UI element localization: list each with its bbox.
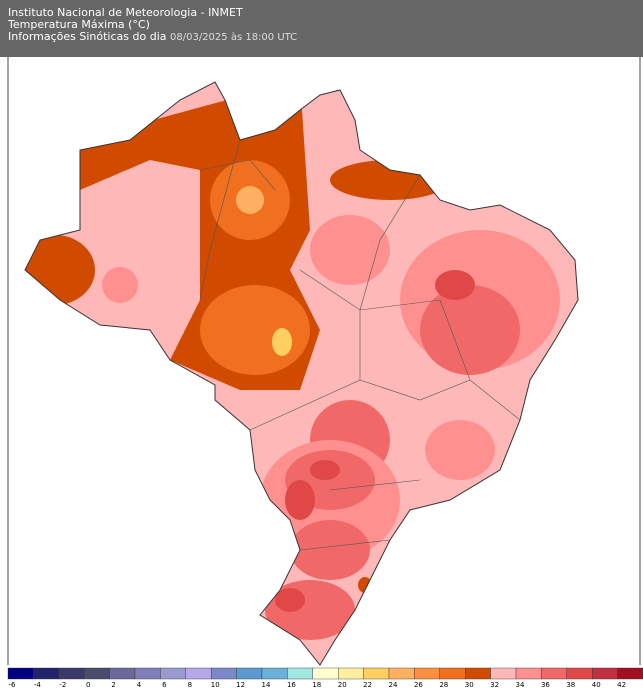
color-box xyxy=(541,668,566,679)
color-box xyxy=(287,668,312,679)
color-box xyxy=(465,668,490,679)
color-box xyxy=(262,668,287,679)
color-box xyxy=(33,668,58,679)
color-box xyxy=(84,668,109,679)
tick-label: 18 xyxy=(312,681,321,688)
color-box xyxy=(237,668,262,679)
tick-label: 10 xyxy=(211,681,220,688)
color-box xyxy=(491,668,516,679)
tick-label: 28 xyxy=(439,681,448,688)
color-box xyxy=(414,668,439,679)
color-box xyxy=(135,668,160,679)
tick-label: 36 xyxy=(541,681,550,688)
tick-label: 14 xyxy=(262,681,271,688)
color-box xyxy=(160,668,185,679)
tick-label: 20 xyxy=(338,681,347,688)
color-box xyxy=(567,668,592,679)
color-box xyxy=(59,668,84,679)
color-box xyxy=(516,668,541,679)
page: Instituto Nacional de Meteorologia - INM… xyxy=(0,0,643,688)
color-box xyxy=(110,668,135,679)
tick-label: 42 xyxy=(617,681,626,688)
tick-label: 34 xyxy=(516,681,525,688)
tick-label: 4 xyxy=(137,681,142,688)
tick-label: -2 xyxy=(59,681,66,688)
tick-label: -4 xyxy=(34,681,42,688)
color-box xyxy=(389,668,414,679)
tick-label: 40 xyxy=(592,681,601,688)
tick-label: 32 xyxy=(490,681,499,688)
map: -6-4-20246810121416182022242628303234363… xyxy=(0,0,643,688)
color-box xyxy=(313,668,338,679)
tick-label: 6 xyxy=(162,681,167,688)
tick-label: 12 xyxy=(236,681,245,688)
tick-label: -6 xyxy=(9,681,17,688)
tick-label: 38 xyxy=(566,681,575,688)
color-box xyxy=(440,668,465,679)
tick-label: 22 xyxy=(363,681,372,688)
color-box xyxy=(338,668,363,679)
tick-label: 26 xyxy=(414,681,423,688)
color-box xyxy=(592,668,617,679)
tick-label: 0 xyxy=(86,681,90,688)
tick-label: 16 xyxy=(287,681,296,688)
tick-label: 2 xyxy=(111,681,115,688)
color-box xyxy=(186,668,211,679)
tick-label: 8 xyxy=(188,681,192,688)
tick-label: 30 xyxy=(465,681,474,688)
color-box xyxy=(8,668,33,679)
tick-label: 24 xyxy=(389,681,398,688)
color-box xyxy=(364,668,389,679)
color-box xyxy=(211,668,236,679)
temperature-field xyxy=(0,57,643,677)
color-box xyxy=(618,668,643,679)
